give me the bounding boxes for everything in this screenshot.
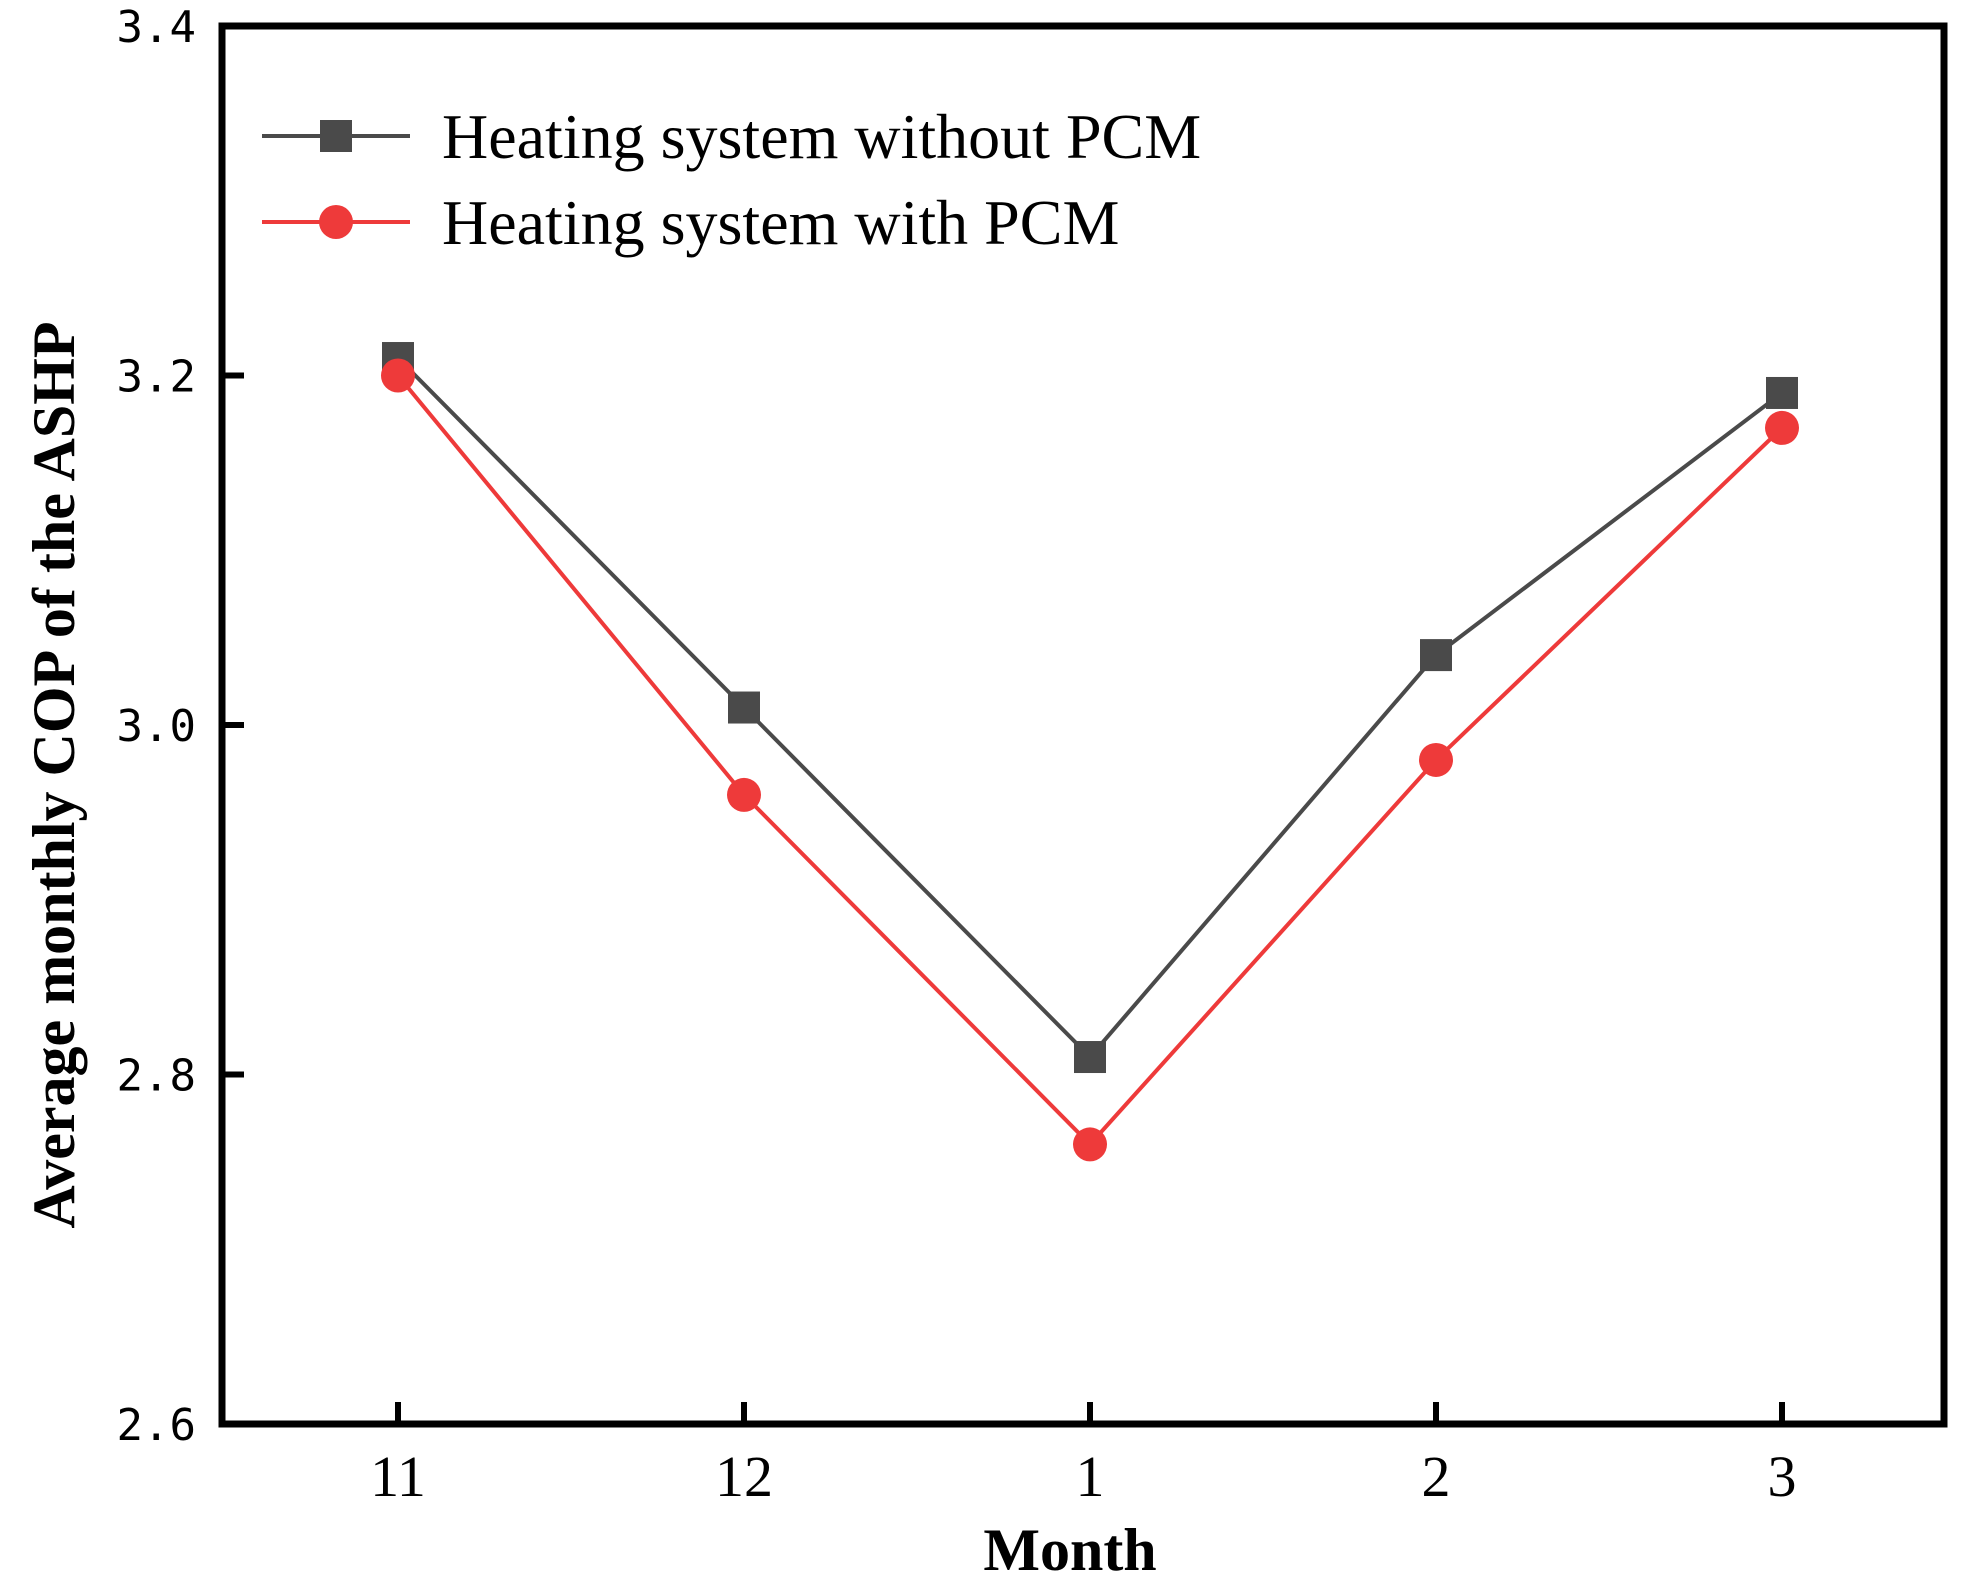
x-tick-label: 12 — [715, 1444, 773, 1509]
y-tick-label: 3.4 — [117, 2, 196, 53]
x-axis-title: Month — [983, 1517, 1156, 1583]
x-tick-label: 11 — [370, 1444, 426, 1509]
legend-label-with-pcm: Heating system with PCM — [442, 187, 1119, 258]
series-layer — [381, 342, 1799, 1162]
x-axis-ticks: 11 12 1 2 3 — [370, 1402, 1797, 1509]
y-tick-label: 3.0 — [117, 701, 196, 752]
legend-label-without-pcm: Heating system without PCM — [442, 101, 1201, 172]
y-tick-label: 2.6 — [117, 1400, 196, 1451]
data-point-with-pcm — [381, 358, 415, 393]
data-point-without-pcm — [1766, 376, 1798, 409]
legend-marker-square — [320, 120, 352, 152]
data-point-with-pcm — [1419, 742, 1453, 777]
y-tick-label: 3.2 — [117, 352, 196, 403]
x-tick-label: 2 — [1422, 1444, 1451, 1509]
legend-marker-circle — [319, 205, 353, 239]
legend: Heating system without PCM Heating syste… — [262, 101, 1201, 258]
x-tick-label: 3 — [1768, 1444, 1797, 1509]
data-point-without-pcm — [1074, 1041, 1106, 1074]
data-point-with-pcm — [1073, 1127, 1107, 1162]
y-axis-title: Average monthly COP of the ASHP — [21, 321, 87, 1228]
y-tick-label: 2.8 — [117, 1051, 196, 1102]
x-tick-label: 1 — [1076, 1444, 1105, 1509]
data-point-without-pcm — [1420, 639, 1452, 672]
data-point-without-pcm — [728, 691, 760, 724]
data-point-with-pcm — [727, 777, 761, 812]
y-axis-ticks: 2.6 2.8 3.0 3.2 3.4 — [117, 2, 244, 1451]
data-point-with-pcm — [1765, 410, 1799, 445]
